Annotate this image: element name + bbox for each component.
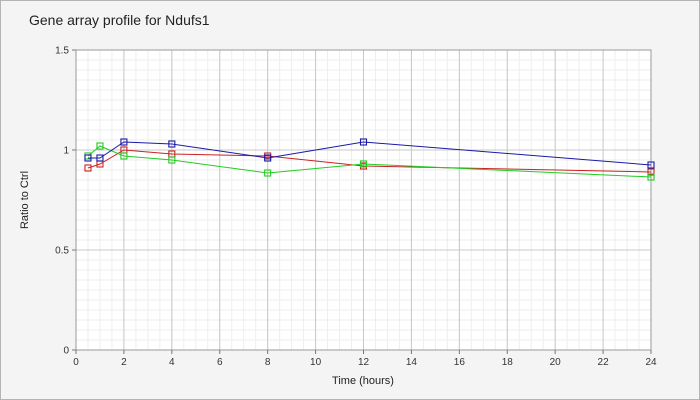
x-tick-label: 18: [502, 357, 514, 368]
chart-title: Gene array profile for Ndufs1: [29, 12, 210, 28]
data-point-marker[interactable]: [264, 169, 272, 177]
series-layer: [84, 138, 655, 181]
series-3: [84, 138, 655, 169]
series-line: [87, 145, 652, 178]
data-point-marker[interactable]: [120, 152, 128, 160]
data-point-marker[interactable]: [264, 154, 272, 162]
data-point-marker[interactable]: [647, 161, 655, 169]
data-point-marker[interactable]: [359, 138, 368, 146]
data-point-marker[interactable]: [647, 168, 655, 176]
y-axis-ticks: 0 0.5 1 1.5: [55, 46, 76, 357]
data-point-marker[interactable]: [96, 142, 104, 150]
data-point-marker[interactable]: [647, 173, 655, 181]
x-tick-label: 2: [121, 357, 127, 368]
x-axis-label: Time (hours): [332, 375, 394, 387]
x-tick-label: 24: [645, 357, 657, 368]
data-point-marker[interactable]: [168, 156, 176, 164]
data-point-marker[interactable]: [96, 154, 104, 162]
x-tick-label: 0: [73, 357, 79, 368]
x-tick-label: 6: [217, 357, 223, 368]
x-axis-ticks: 0 2 4 6 8 10 12 14 16 18 20 22 24: [73, 350, 657, 368]
x-tick-label: 4: [169, 357, 175, 368]
data-point-marker[interactable]: [120, 138, 128, 146]
data-point-marker[interactable]: [84, 164, 92, 172]
x-tick-label: 22: [598, 357, 610, 368]
x-tick-label: 16: [454, 357, 466, 368]
series-line: [88, 141, 652, 166]
x-tick-label: 20: [550, 357, 562, 368]
y-tick-label: 0.5: [55, 246, 69, 257]
x-tick-label: 8: [265, 357, 271, 368]
x-tick-label: 14: [406, 357, 418, 368]
y-tick-label: 1: [63, 146, 69, 157]
y-axis-label: Ratio to Ctrl: [19, 171, 31, 229]
data-point-marker[interactable]: [359, 160, 368, 168]
data-point-marker[interactable]: [84, 154, 92, 162]
data-point-marker[interactable]: [168, 140, 176, 148]
series-line: [87, 149, 652, 173]
x-tick-label: 10: [310, 357, 322, 368]
y-tick-label: 1.5: [55, 46, 69, 57]
x-tick-label: 12: [358, 357, 370, 368]
y-tick-label: 0: [63, 346, 69, 357]
